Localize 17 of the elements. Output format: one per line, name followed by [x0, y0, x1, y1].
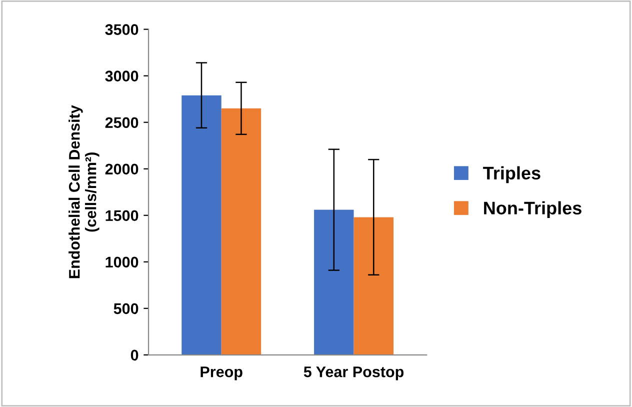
- bar: [354, 217, 394, 355]
- y-tick-label: 1000: [106, 256, 138, 268]
- x-tick-label: 5 Year Postop: [304, 366, 404, 380]
- bar: [314, 210, 354, 355]
- y-tick-label: 2000: [105, 164, 138, 175]
- y-axis-title: Endothelial Cell Density (cells/mm²): [68, 105, 100, 278]
- y-tick-label: 1500: [106, 210, 138, 222]
- legend-label: Non-Triples: [484, 201, 582, 218]
- bar: [182, 95, 222, 355]
- y-tick-label: 3000: [105, 70, 138, 82]
- y-tick-label: 3500: [105, 24, 138, 36]
- legend-label: Triples: [483, 166, 540, 184]
- x-tick-label: Preop: [200, 366, 242, 380]
- bar: [221, 108, 262, 355]
- y-tick-label: 500: [114, 303, 138, 314]
- y-tick-label: 0: [130, 350, 138, 361]
- y-tick-label: 2500: [105, 117, 138, 128]
